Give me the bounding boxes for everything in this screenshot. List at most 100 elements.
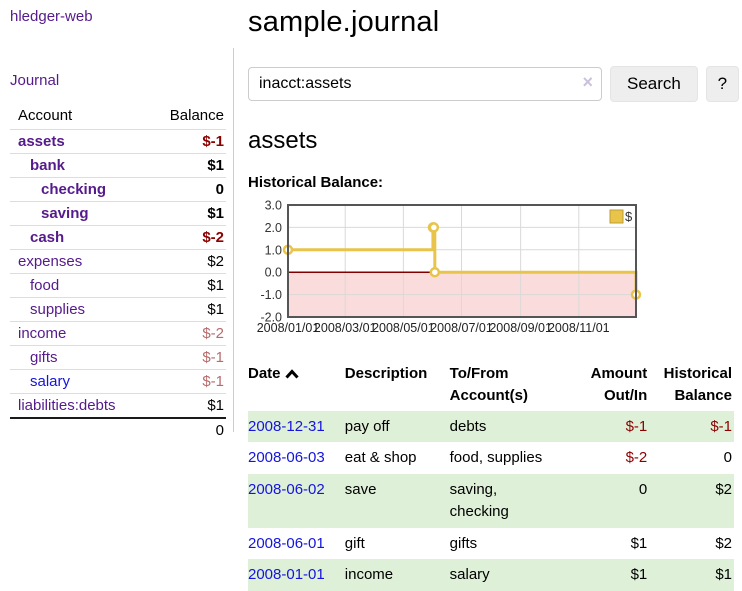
accounts-header-account: Account (10, 104, 151, 130)
svg-text:2.0: 2.0 (265, 221, 282, 235)
account-link-income[interactable]: income (18, 325, 66, 342)
accounts-total-value: 0 (151, 418, 226, 442)
account-row: cash $-2 (10, 226, 226, 250)
account-row: liabilities:debts $1 (10, 394, 226, 419)
transaction-date-link[interactable]: 2008-12-31 (248, 418, 325, 435)
account-link-saving[interactable]: saving (41, 205, 89, 222)
transaction-accounts: salary (450, 559, 571, 591)
main-content: sample.journal × Search ? assets Histori… (248, 0, 742, 591)
account-balance: $1 (151, 202, 226, 226)
account-link-expenses[interactable]: expenses (18, 253, 82, 270)
svg-text:2008/03/01: 2008/03/01 (314, 321, 377, 335)
account-row: assets $-1 (10, 130, 226, 154)
svg-text:2008/05/01: 2008/05/01 (372, 321, 435, 335)
register-table: Date Description To/From Account(s) Amou… (248, 361, 734, 591)
account-balance: $-1 (151, 346, 226, 370)
account-balance: 0 (151, 178, 226, 202)
register-header-amount: Amount Out/In (571, 361, 650, 411)
chart-data-point[interactable] (431, 268, 439, 276)
transaction-date-link[interactable]: 2008-06-02 (248, 481, 325, 498)
register-header-balance: Historical Balance (649, 361, 734, 411)
svg-text:2008/07/01: 2008/07/01 (430, 321, 493, 335)
app-brand-link[interactable]: hledger-web (10, 8, 93, 25)
chart-label: Historical Balance: (248, 174, 742, 191)
transaction-amount: $1 (571, 528, 650, 560)
search-button[interactable]: Search (610, 66, 698, 102)
accounts-header-balance: Balance (151, 104, 226, 130)
account-row: salary $-1 (10, 370, 226, 394)
account-link-checking[interactable]: checking (41, 181, 106, 198)
account-row: supplies $1 (10, 298, 226, 322)
transaction-balance: $1 (649, 559, 734, 591)
account-heading: assets (248, 127, 742, 155)
sort-ascending-icon (285, 364, 299, 386)
transaction-description: income (345, 559, 450, 591)
account-balance: $1 (151, 394, 226, 419)
account-balance: $-1 (151, 130, 226, 154)
account-link-assets[interactable]: assets (18, 133, 65, 150)
accounts-total-row: 0 (10, 418, 226, 442)
transaction-description: save (345, 474, 450, 528)
account-row: saving $1 (10, 202, 226, 226)
account-link-salary[interactable]: salary (30, 373, 70, 390)
account-row: gifts $-1 (10, 346, 226, 370)
account-row: bank$1 (10, 154, 226, 178)
transaction-amount: $-2 (571, 442, 650, 474)
transaction-accounts: gifts (450, 528, 571, 560)
chart-data-point[interactable] (430, 223, 438, 231)
svg-text:2008/09/01: 2008/09/01 (489, 321, 552, 335)
account-link-gifts[interactable]: gifts (30, 349, 58, 366)
sidebar: hledger-web Journal Account Balance asse… (0, 0, 233, 442)
legend-label: $ (625, 209, 633, 224)
account-link-cash[interactable]: cash (30, 229, 64, 246)
transaction-balance: $2 (649, 528, 734, 560)
svg-text:2008/01/01: 2008/01/01 (257, 321, 320, 335)
account-link-liabilities-debts[interactable]: liabilities:debts (18, 397, 116, 414)
register-header-description: Description (345, 361, 450, 411)
legend-swatch (610, 210, 623, 223)
sidebar-item-journal[interactable]: Journal (10, 72, 59, 89)
account-balance: $2 (151, 250, 226, 274)
sidebar-divider (233, 48, 234, 432)
account-row: expenses $2 (10, 250, 226, 274)
account-link-supplies[interactable]: supplies (30, 301, 85, 318)
page-title: sample.journal (248, 6, 742, 39)
account-balance: $1 (151, 274, 226, 298)
account-row: food $1 (10, 274, 226, 298)
transaction-date-link[interactable]: 2008-01-01 (248, 566, 325, 583)
account-row: income$-2 (10, 322, 226, 346)
account-balance: $-2 (151, 226, 226, 250)
account-balance: $-1 (151, 370, 226, 394)
transaction-accounts: saving, checking (450, 474, 571, 528)
transaction-amount: $1 (571, 559, 650, 591)
transaction-date-link[interactable]: 2008-06-03 (248, 449, 325, 466)
register-header-accounts: To/From Account(s) (450, 361, 571, 411)
transaction-accounts: food, supplies (450, 442, 571, 474)
svg-text:0.0: 0.0 (265, 266, 282, 280)
clear-search-icon[interactable]: × (582, 72, 593, 93)
balance-chart-svg: $3.02.01.00.0-1.0-2.02008/01/012008/03/0… (248, 198, 648, 340)
svg-text:-1.0: -1.0 (260, 288, 282, 302)
account-link-bank[interactable]: bank (30, 157, 65, 174)
help-button[interactable]: ? (706, 66, 739, 102)
account-balance: $1 (151, 298, 226, 322)
transaction-date-link[interactable]: 2008-06-01 (248, 535, 325, 552)
account-link-food[interactable]: food (30, 277, 59, 294)
search-bar: × Search ? (248, 66, 742, 102)
register-header-date[interactable]: Date (248, 361, 345, 411)
search-input[interactable] (248, 67, 602, 101)
transaction-amount: 0 (571, 474, 650, 528)
transaction-amount: $-1 (571, 411, 650, 443)
transaction-balance: $2 (649, 474, 734, 528)
svg-text:2008/11/01: 2008/11/01 (548, 321, 610, 335)
svg-text:1.0: 1.0 (265, 243, 282, 257)
